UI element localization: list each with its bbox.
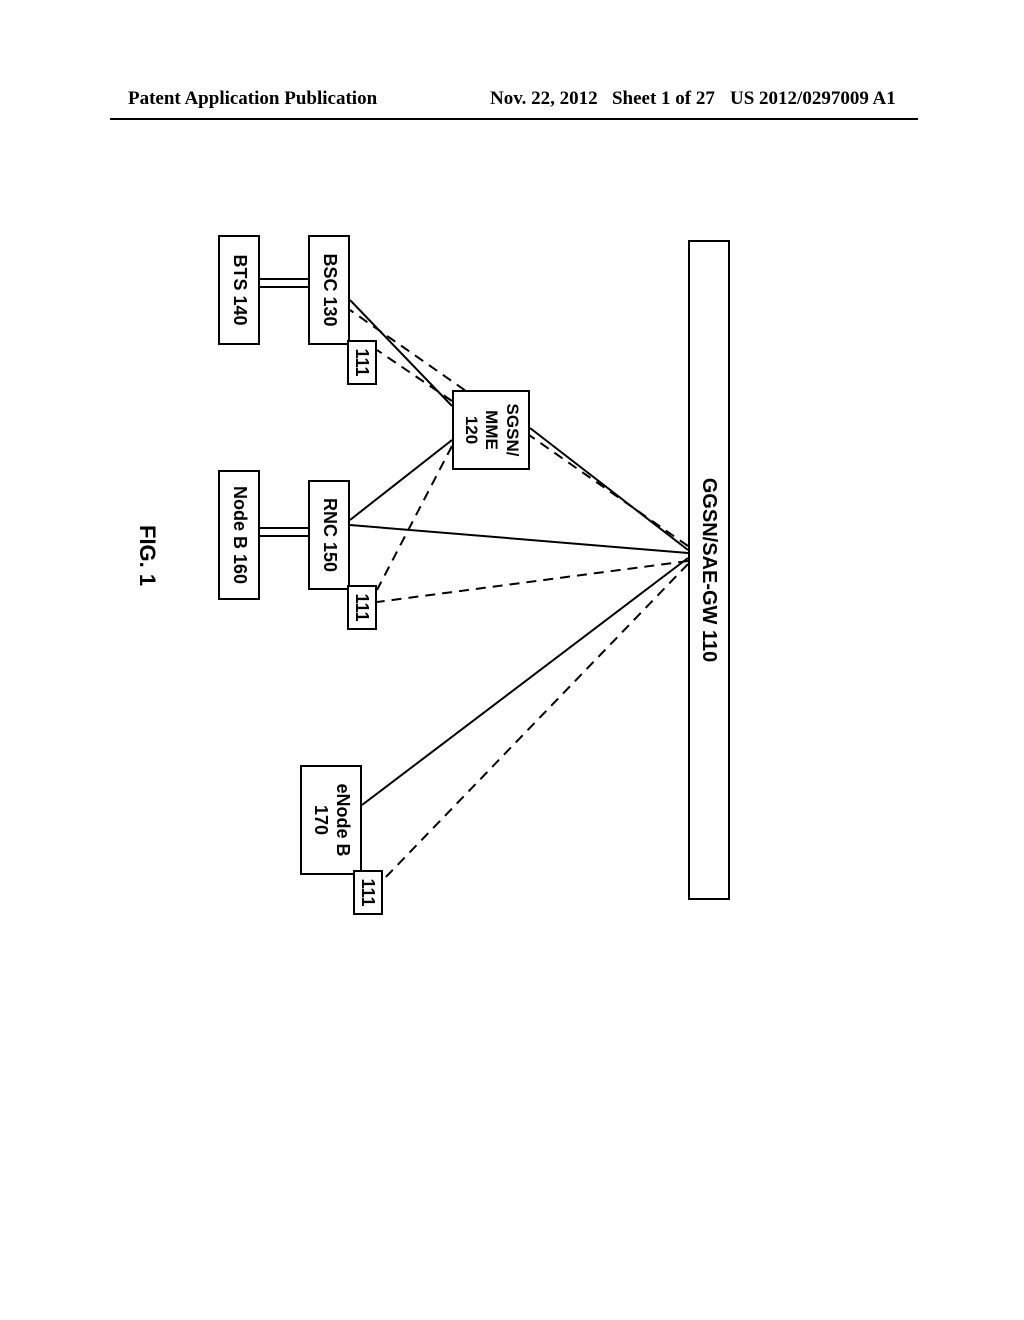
page-header: Patent Application Publication Nov. 22, … bbox=[0, 88, 1024, 118]
header-sheet: Sheet 1 of 27 bbox=[612, 88, 715, 109]
node-nodeb: Node B 160 bbox=[218, 470, 260, 600]
figure-label: FIG. 1 bbox=[134, 525, 160, 586]
figure-wrap: GGSN/SAE-GW 110SGSN/ MME 120BSC 130RNC 1… bbox=[40, 260, 820, 880]
node-ggsn: GGSN/SAE-GW 110 bbox=[688, 240, 730, 900]
node-sgsn: SGSN/ MME 120 bbox=[452, 390, 530, 470]
header-pubno: US 2012/0297009 A1 bbox=[730, 88, 896, 110]
header-rule bbox=[110, 118, 918, 120]
node-rnc: RNC 150 bbox=[308, 480, 350, 590]
header-date-text: Nov. 22, 2012 bbox=[490, 88, 598, 109]
node-111-0: 111 bbox=[347, 340, 377, 385]
node-111-1: 111 bbox=[347, 585, 377, 630]
node-enodeb: eNode B 170 bbox=[300, 765, 362, 875]
node-111-2: 111 bbox=[353, 870, 383, 915]
header-date: Nov. 22, 2012 Sheet 1 of 27 bbox=[490, 88, 715, 110]
page: Patent Application Publication Nov. 22, … bbox=[0, 0, 1024, 1320]
node-bts: BTS 140 bbox=[218, 235, 260, 345]
figure-1-diagram: GGSN/SAE-GW 110 SGSN/ MME 120 BSC 130 RNC 1… bbox=[120, 180, 740, 960]
connection-lines bbox=[120, 180, 740, 960]
node-bsc: BSC 130 bbox=[308, 235, 350, 345]
header-left: Patent Application Publication bbox=[128, 88, 377, 110]
